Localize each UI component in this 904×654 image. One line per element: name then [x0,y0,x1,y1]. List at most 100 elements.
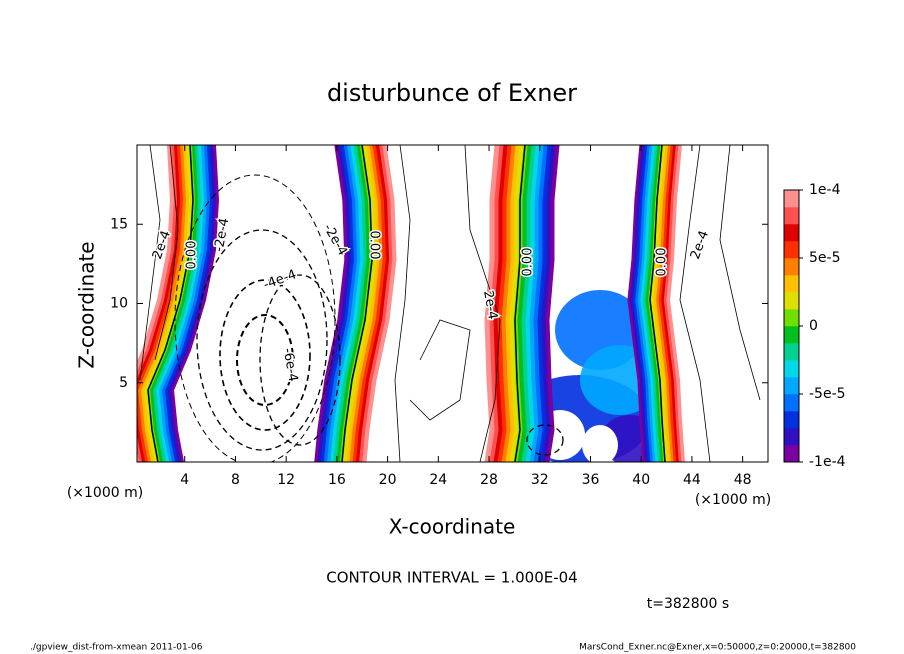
color-band [666,145,685,462]
colorbar-tick-label: 0 [809,318,818,334]
y-unit: (×1000 m) [67,485,143,501]
colorbar-swatch [784,258,799,276]
y-tick-label: 10 [110,296,128,312]
contour-label: 2e-4 [688,229,712,262]
color-band [645,145,665,462]
color-band [629,145,649,462]
color-band [500,145,516,462]
colorbar-swatch [784,360,799,378]
color-band [161,145,210,462]
contour-label: 0.00 [655,248,670,277]
color-band [642,145,662,462]
color-band [336,145,371,462]
color-band [632,145,652,462]
contour-line [259,274,341,446]
contour-label: -4e-4 [261,267,298,293]
contour-line [409,319,471,421]
contour-label: 2e-4 [480,289,500,320]
colorbar-tick-label: -5e-5 [809,386,846,402]
color-band [653,145,672,462]
contour-line [719,145,761,401]
color-blob [582,425,618,462]
footer-left: ./gpview_dist-from-xmean 2011-01-06 [30,643,203,653]
colorbar-swatch [784,309,799,327]
color-band [167,145,216,462]
color-band [508,145,524,462]
color-band [164,145,213,462]
color-band [137,145,183,462]
colorbar-swatch [784,394,799,412]
y-tick-label: 15 [110,216,128,232]
color-band [528,145,544,462]
contour-line [679,145,711,462]
colorbar-swatch [784,343,799,361]
color-band [640,145,659,462]
contour-line [154,145,179,361]
color-band [137,145,174,462]
contour-line [139,145,161,381]
x-tick-label: 8 [231,472,240,488]
contour-line [236,314,294,406]
x-tick-label: 36 [582,472,600,488]
color-band [320,145,355,462]
colorbar-swatch [784,224,799,242]
x-tick-label: 4 [180,472,189,488]
x-unit: (×1000 m) [695,492,771,508]
colorbar-tick-label: -1e-4 [809,454,846,470]
color-band [540,145,556,462]
contour-line [464,145,501,462]
contour-label: 0.00 [185,241,200,270]
x-tick-label: 12 [277,472,295,488]
x-tick-label: 44 [683,472,701,488]
colorbar-swatch [784,275,799,293]
colorbar-swatch [784,326,799,344]
color-band [359,145,394,462]
color-band [532,145,548,462]
colorbar-swatch [784,377,799,395]
y-axis-label: Z-coordinate [75,241,99,368]
x-tick-label: 24 [429,472,447,488]
color-band [516,145,532,462]
contour-line [147,145,194,462]
contour-label: 0.00 [521,248,536,277]
color-band [143,145,192,462]
x-tick-label: 48 [734,472,752,488]
contour-line [394,145,411,462]
color-band [655,145,675,462]
contour-interval: CONTOUR INTERVAL = 1.000E-04 [326,569,577,587]
colorbar-swatch [784,428,799,446]
x-tick-label: 20 [379,472,397,488]
color-band [637,145,657,462]
colorbar-swatch [784,445,799,463]
x-axis-label: X-coordinate [389,515,516,539]
colorbar-swatch [784,190,799,208]
color-band [492,145,508,462]
x-tick-label: 16 [328,472,346,488]
chart-title: disturbunce of Exner [327,79,577,107]
x-tick-label: 28 [480,472,498,488]
colorbar-swatch [784,241,799,259]
color-band [330,145,365,462]
time-label: t=382800 s [647,596,729,612]
color-band [362,145,397,462]
color-band [663,145,683,462]
colorbar-swatch [784,292,799,310]
color-band [536,145,552,462]
x-tick-label: 40 [632,472,650,488]
contour-line [514,145,526,462]
contour-field: 2e-4 0.00-2e-4-4e-4-6e-4-2e-4 0.002e-40.00… [137,145,761,462]
color-band [155,145,204,462]
color-band [323,145,359,462]
colorbar-swatch [784,411,799,429]
colorbar-tick-label: 5e-5 [809,250,840,266]
contour-line [196,229,328,451]
color-band [137,145,177,462]
contour-label: -6e-4 [280,347,301,383]
color-band [152,145,201,462]
color-band [352,145,387,462]
color-band [137,145,180,462]
contour-line [526,424,564,456]
color-band [355,145,391,462]
color-band [349,145,384,462]
